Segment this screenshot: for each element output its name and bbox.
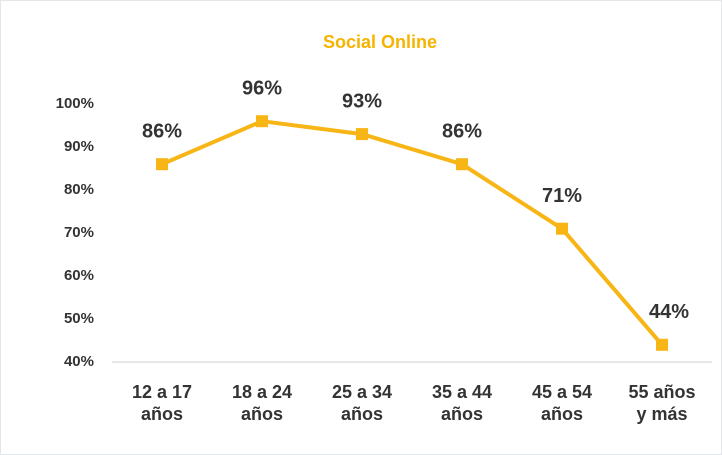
line xyxy=(161,119,664,347)
marker xyxy=(456,158,468,171)
marker xyxy=(356,128,368,141)
x-tick-label: 18 a 24 años xyxy=(231,382,293,424)
data-label: 44% xyxy=(649,301,689,323)
y-tick-label: 50% xyxy=(64,310,94,327)
y-tick-label: 100% xyxy=(56,95,94,112)
x-tick-label: 12 a 17 años xyxy=(131,382,193,424)
chart-title: Social Online xyxy=(323,32,437,52)
marker xyxy=(156,158,168,171)
data-label: 93% xyxy=(342,90,382,112)
marker xyxy=(556,222,568,235)
marker xyxy=(256,115,268,128)
y-tick-label: 40% xyxy=(64,353,94,370)
y-tick-label: 60% xyxy=(64,267,94,284)
x-tick-label: 25 a 34 años xyxy=(331,382,393,424)
marker xyxy=(656,338,668,351)
y-tick-label: 70% xyxy=(64,224,94,241)
y-tick-label: 90% xyxy=(64,138,94,155)
y-tick-label: 80% xyxy=(64,181,94,198)
x-tick-label: 35 a 44 años xyxy=(431,382,493,424)
data-label: 86% xyxy=(142,120,182,142)
data-label: 96% xyxy=(242,77,282,99)
x-tick-label: 55 años y más xyxy=(628,382,696,424)
data-label: 86% xyxy=(442,120,482,142)
data-label: 71% xyxy=(542,185,582,207)
x-tick-label: 45 a 54 años xyxy=(531,382,593,424)
